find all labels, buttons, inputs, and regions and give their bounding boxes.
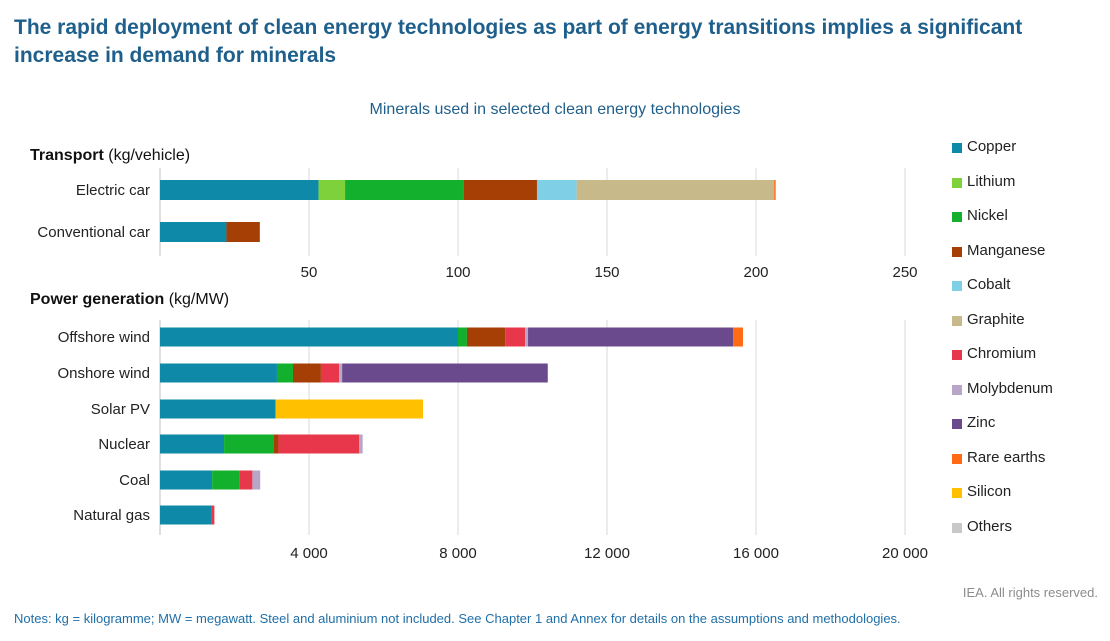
category-label: Coal	[119, 472, 150, 489]
legend-swatch	[952, 246, 962, 257]
bar-segment-copper	[160, 327, 458, 347]
bar-segment-nickel	[458, 327, 467, 347]
legend-swatch	[952, 143, 962, 153]
legend-swatch	[952, 419, 962, 429]
bar-segment-chromium	[320, 363, 340, 383]
bar-segment-graphite	[576, 180, 775, 200]
legend-item: Cobalt	[952, 276, 1053, 311]
bar-segment-molybdenum	[252, 470, 261, 490]
legend-label: Rare earths	[967, 448, 1046, 466]
category-label: Offshore wind	[58, 329, 150, 346]
legend-label: Copper	[967, 138, 1017, 155]
legend-label: Manganese	[967, 241, 1046, 259]
category-label: Electric car	[76, 182, 150, 199]
legend: Copper Lithium Nickel Manganese Cobalt Graphi…	[952, 138, 1053, 552]
x-tick-label: 16 000	[733, 545, 779, 562]
bar-segment-molybdenum	[339, 363, 343, 383]
bar-segment-chromium	[278, 434, 360, 454]
category-label: Solar PV	[91, 401, 150, 418]
x-tick-label: 50	[301, 264, 318, 281]
legend-swatch	[952, 488, 962, 498]
bar-segment-zinc	[528, 327, 734, 347]
legend-item: Graphite	[952, 311, 1053, 346]
bar-segment-chromium	[239, 470, 253, 490]
bar-segment-copper	[160, 434, 225, 454]
legend-swatch	[952, 350, 962, 360]
bar-segment-lithium	[318, 180, 346, 200]
bar-segment-molybdenum	[525, 327, 529, 347]
legend-label: Silicon	[967, 483, 1012, 500]
bar-segment-copper	[160, 470, 213, 490]
x-tick-label: 100	[445, 264, 470, 281]
category-label: Conventional car	[37, 224, 150, 241]
credit: IEA. All rights reserved.	[962, 585, 1098, 600]
panel-title: Transport (kg/vehicle)	[30, 147, 190, 164]
legend-swatch	[952, 281, 962, 291]
legend-label: Others	[967, 517, 1013, 535]
bar-segment-nickel	[276, 363, 293, 383]
x-tick-label: 150	[594, 264, 619, 281]
legend-label: Nickel	[967, 207, 1008, 224]
legend-label: Cobalt	[967, 276, 1011, 293]
bar-segment-manganese	[463, 180, 537, 200]
bar-segment-copper	[160, 222, 227, 242]
legend-item: Others	[952, 518, 1053, 553]
bar-segment-manganese	[226, 222, 260, 242]
legend-item: Nickel	[952, 207, 1053, 242]
bar-segment-copper	[160, 399, 276, 419]
bar-segment-rare-earths	[774, 180, 776, 200]
bar-segment-manganese	[292, 363, 321, 383]
legend-item: Copper	[952, 138, 1053, 173]
chart-title: Minerals used in selected clean energy t…	[369, 101, 741, 118]
x-tick-label: 250	[892, 264, 917, 281]
legend-label: Graphite	[967, 310, 1025, 328]
legend-label: Molybdenum	[967, 379, 1053, 397]
legend-item: Manganese	[952, 242, 1053, 277]
bar-segment-manganese	[466, 327, 506, 347]
x-tick-label: 4 000	[290, 545, 328, 562]
bar-segment-nickel	[345, 180, 464, 200]
legend-swatch	[952, 315, 962, 326]
notes: Notes: kg = kilogramme; MW = megawatt. S…	[14, 611, 901, 626]
bar-segment-manganese	[273, 434, 279, 454]
bar-segment-copper	[160, 505, 212, 525]
legend-label: Zinc	[967, 414, 996, 431]
legend-swatch	[952, 453, 962, 464]
x-tick-label: 20 000	[882, 545, 928, 562]
panel-title: Power generation (kg/MW)	[30, 291, 229, 308]
bar-segment-molybdenum	[359, 434, 363, 454]
bar-segment-rare-earths	[733, 327, 743, 347]
legend-item: Silicon	[952, 483, 1053, 518]
legend-item: Lithium	[952, 173, 1053, 208]
legend-label: Chromium	[967, 345, 1037, 362]
slide-title: The rapid deployment of clean energy tec…	[14, 16, 1023, 67]
legend-swatch	[952, 384, 962, 395]
legend-swatch	[952, 177, 962, 188]
legend-label: Lithium	[967, 172, 1016, 190]
legend-swatch	[952, 212, 962, 222]
legend-item: Molybdenum	[952, 380, 1053, 415]
bar-segment-nickel	[212, 470, 240, 490]
x-tick-label: 8 000	[439, 545, 477, 562]
bar-segment-copper	[160, 180, 319, 200]
bar-segment-chromium	[211, 505, 215, 525]
x-tick-label: 12 000	[584, 545, 630, 562]
category-label: Natural gas	[73, 507, 150, 524]
bar-segment-silicon	[275, 399, 423, 419]
bar-segment-copper	[160, 363, 277, 383]
legend-item: Zinc	[952, 414, 1053, 449]
legend-item: Chromium	[952, 345, 1053, 380]
category-label: Onshore wind	[57, 365, 150, 382]
legend-item: Rare earths	[952, 449, 1053, 484]
legend-swatch	[952, 522, 962, 533]
bar-segment-nickel	[224, 434, 274, 454]
bar-segment-chromium	[505, 327, 526, 347]
x-tick-label: 200	[743, 264, 768, 281]
category-label: Nuclear	[98, 436, 150, 453]
bar-segment-cobalt	[536, 180, 577, 200]
bar-segment-zinc	[342, 363, 548, 383]
